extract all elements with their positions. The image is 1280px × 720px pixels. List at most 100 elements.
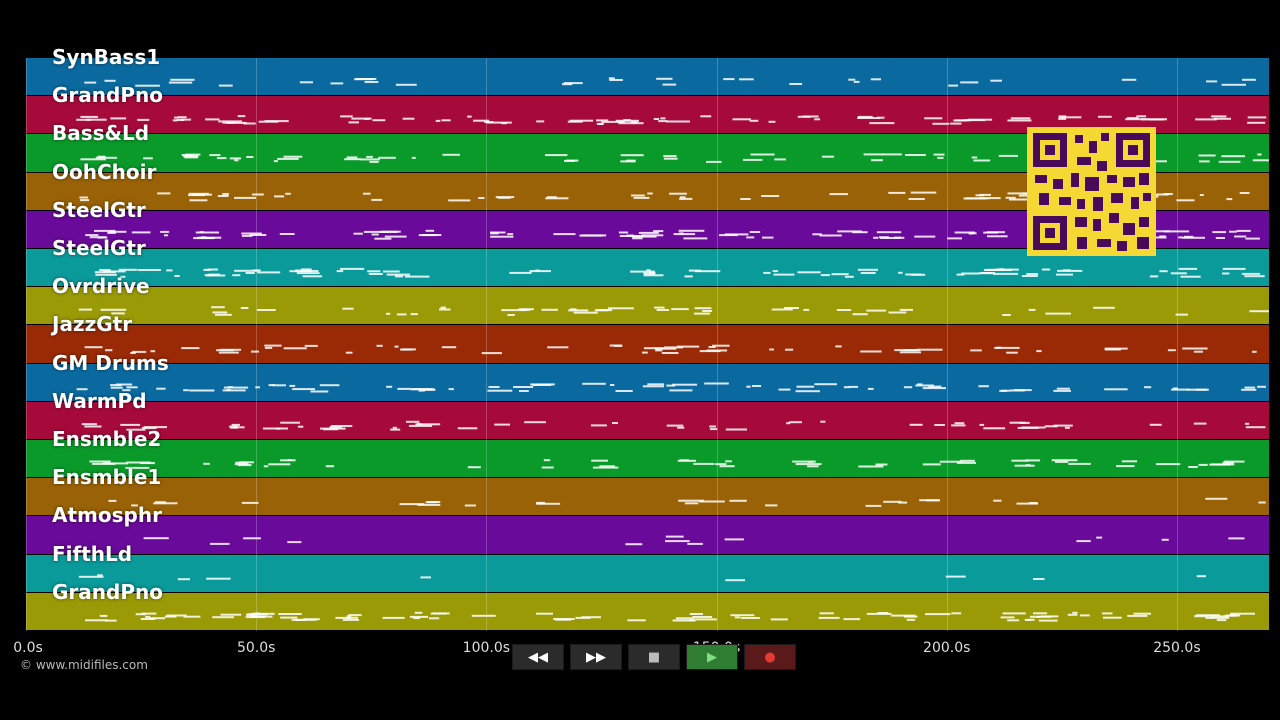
note-mark [695, 618, 717, 621]
note-mark [608, 307, 634, 310]
note-mark [663, 157, 678, 160]
note-mark [955, 119, 971, 122]
note-mark [295, 269, 301, 272]
note-mark [257, 271, 281, 274]
note-mark [487, 389, 513, 392]
gridline [1176, 58, 1178, 631]
note-mark [857, 268, 878, 271]
note-mark [157, 192, 171, 195]
note-mark [708, 346, 716, 348]
note-mark [1149, 118, 1167, 121]
note-mark [971, 156, 978, 159]
note-mark [888, 191, 906, 194]
note-mark [229, 157, 241, 160]
note-mark [336, 270, 344, 273]
note-mark [649, 271, 656, 274]
track-label: Bass&Ld [52, 121, 150, 146]
note-mark [672, 383, 698, 386]
note-mark [418, 389, 425, 392]
note-mark [613, 344, 623, 347]
note-mark [596, 119, 609, 122]
note-mark [601, 120, 625, 123]
note-mark [623, 119, 631, 121]
note-mark [665, 540, 690, 543]
note-mark [137, 118, 150, 121]
note-mark [673, 233, 696, 236]
note-mark [1021, 426, 1046, 429]
note-mark [239, 461, 254, 464]
note-mark [1245, 426, 1266, 429]
note-mark [746, 385, 751, 388]
note-mark [934, 424, 945, 426]
note-mark [353, 232, 363, 235]
note-mark [994, 268, 1019, 271]
note-mark [795, 463, 822, 466]
note-mark [145, 615, 151, 618]
note-mark [746, 236, 755, 239]
note-mark [264, 120, 289, 123]
note-mark [246, 613, 255, 616]
stop-button[interactable]: ■ [628, 644, 680, 670]
note-mark [1193, 350, 1203, 353]
note-mark [1072, 611, 1078, 614]
note-mark [1104, 388, 1128, 391]
note-mark [234, 269, 258, 272]
note-mark [348, 614, 362, 617]
note-mark [987, 231, 1005, 234]
rewind-button[interactable]: ◀◀ [512, 644, 564, 670]
time-tick-label: 250.0s [1153, 640, 1201, 656]
note-mark [488, 386, 500, 388]
note-mark [954, 231, 975, 234]
track-label: Ensmble2 [52, 427, 162, 451]
note-mark [724, 538, 744, 541]
note-mark [140, 618, 156, 620]
note-mark [983, 427, 1006, 430]
note-mark [135, 84, 160, 87]
track-label: JazzGtr [52, 312, 133, 337]
note-mark [174, 116, 180, 119]
note-mark [205, 118, 220, 121]
note-mark [130, 352, 136, 354]
record-button[interactable]: ● [744, 644, 796, 670]
note-mark [218, 84, 233, 87]
note-mark [80, 115, 98, 118]
note-mark [211, 306, 225, 309]
note-mark [226, 389, 231, 391]
note-mark [1021, 275, 1038, 277]
note-mark [120, 275, 126, 278]
track-lane [26, 516, 1269, 554]
note-layer [76, 77, 1269, 622]
note-mark [230, 426, 238, 429]
note-mark [1159, 235, 1166, 238]
qr-code-icon[interactable] [1027, 127, 1156, 256]
note-mark [761, 195, 780, 197]
note-mark [867, 387, 874, 390]
note-mark [725, 579, 745, 582]
note-mark [1258, 501, 1266, 504]
note-mark [954, 422, 965, 425]
note-mark [632, 237, 643, 240]
note-mark [646, 269, 651, 272]
play-button[interactable]: ▶ [686, 644, 738, 670]
note-mark [871, 159, 883, 162]
note-mark [81, 423, 97, 426]
note-mark [945, 575, 966, 578]
note-mark [1245, 237, 1260, 240]
note-mark [643, 347, 666, 350]
note-mark [122, 389, 131, 392]
note-mark [903, 386, 913, 389]
note-mark [615, 390, 633, 392]
note-mark [1199, 160, 1210, 163]
note-mark [535, 269, 540, 272]
note-mark [1038, 619, 1058, 622]
note-mark [85, 234, 99, 237]
note-mark [950, 122, 962, 125]
note-mark [381, 230, 401, 233]
note-mark [848, 78, 856, 81]
note-mark [1002, 314, 1011, 316]
fast-forward-button[interactable]: ▶▶ [570, 644, 622, 670]
note-mark [956, 273, 965, 276]
note-mark [115, 383, 133, 386]
note-mark [348, 121, 359, 124]
note-mark [734, 616, 741, 619]
